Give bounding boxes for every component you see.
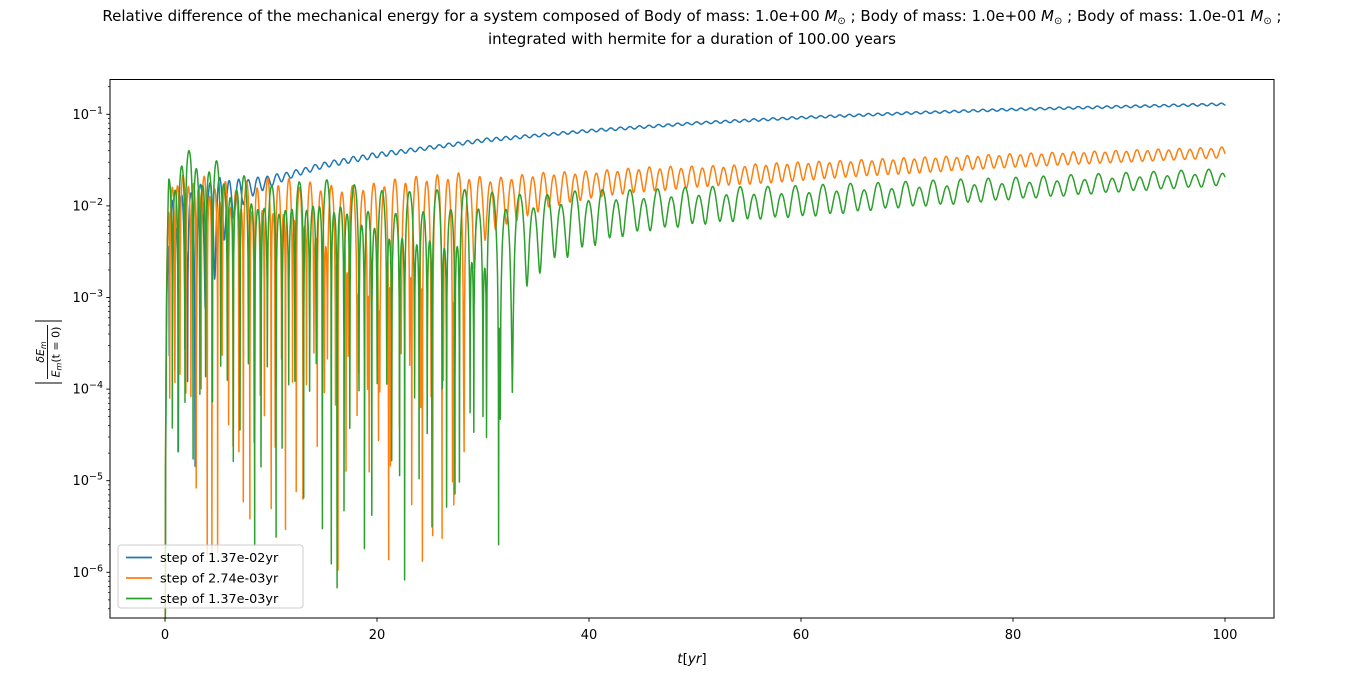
x-tick-label: 60 (793, 628, 810, 643)
plot-border (109, 79, 1275, 619)
title-text-segment: Relative difference of the mechanical en… (102, 7, 825, 25)
x-tick-label: 100 (1213, 628, 1238, 643)
x-tick-label: 20 (369, 628, 386, 643)
solar-mass-symbol: ⊙ (837, 16, 846, 27)
y-tick-exponent: −4 (89, 380, 103, 391)
legend-label-2: step of 1.37e-03yr (160, 592, 279, 607)
title-text-segment: ; (1271, 7, 1282, 25)
x-tick-label: 80 (1005, 628, 1022, 643)
y-tick-exponent: −2 (89, 197, 103, 208)
legend-label-0: step of 1.37e-02yr (160, 551, 279, 566)
solar-mass-symbol: ⊙ (1263, 16, 1272, 27)
title-text-segment: ; Body of mass: 1.0e+00 (845, 7, 1042, 25)
y-tick-label: 10−3 (72, 289, 103, 307)
x-tick-label: 0 (161, 628, 169, 643)
series-line-0 (164, 102, 1226, 618)
y-tick-exponent: −6 (89, 563, 103, 574)
ylabel-denominator: Em(t = 0) (50, 327, 64, 378)
y-tick-exponent: −5 (89, 472, 103, 483)
y-tick-label: 10−5 (72, 472, 103, 490)
x-axis: 0 20 40 60 80 100 (161, 618, 1238, 643)
legend-label-1: step of 2.74e-03yr (160, 572, 279, 587)
y-tick-label: 10−1 (72, 105, 103, 123)
x-axis-label: t[yr] (677, 651, 706, 667)
series-lines (164, 102, 1226, 618)
y-tick-label: 10−6 (72, 563, 103, 581)
ylabel-numerator: δEm (34, 341, 48, 363)
y-tick-label: 10−4 (72, 380, 103, 398)
y-axis-label: δEm Em(t = 0) (34, 320, 64, 384)
legend-box (117, 544, 304, 609)
series-line-2 (164, 149, 1226, 618)
title-text-segment: M (1041, 7, 1054, 25)
series-line-1 (164, 146, 1226, 618)
y-axis: 10−1 10−2 10−3 10−4 10−5 10−6 (72, 86, 110, 610)
title-text-segment: M (1250, 7, 1264, 25)
figure-title-line1: Relative difference of the mechanical en… (37, 7, 1347, 27)
title-text-segment: M (824, 7, 838, 25)
x-tick-label: 40 (581, 628, 598, 643)
y-tick-label: 10−2 (72, 197, 103, 215)
title-text-segment: ; Body of mass: 1.0e-01 (1062, 7, 1251, 25)
figure-title-line2: integrated with hermite for a duration o… (488, 30, 896, 48)
y-tick-exponent: −3 (89, 289, 103, 300)
legend: step of 1.37e-02yr step of 2.74e-03yr step… (117, 544, 304, 609)
solar-mass-symbol: ⊙ (1053, 16, 1063, 27)
y-tick-exponent: −1 (89, 105, 103, 116)
